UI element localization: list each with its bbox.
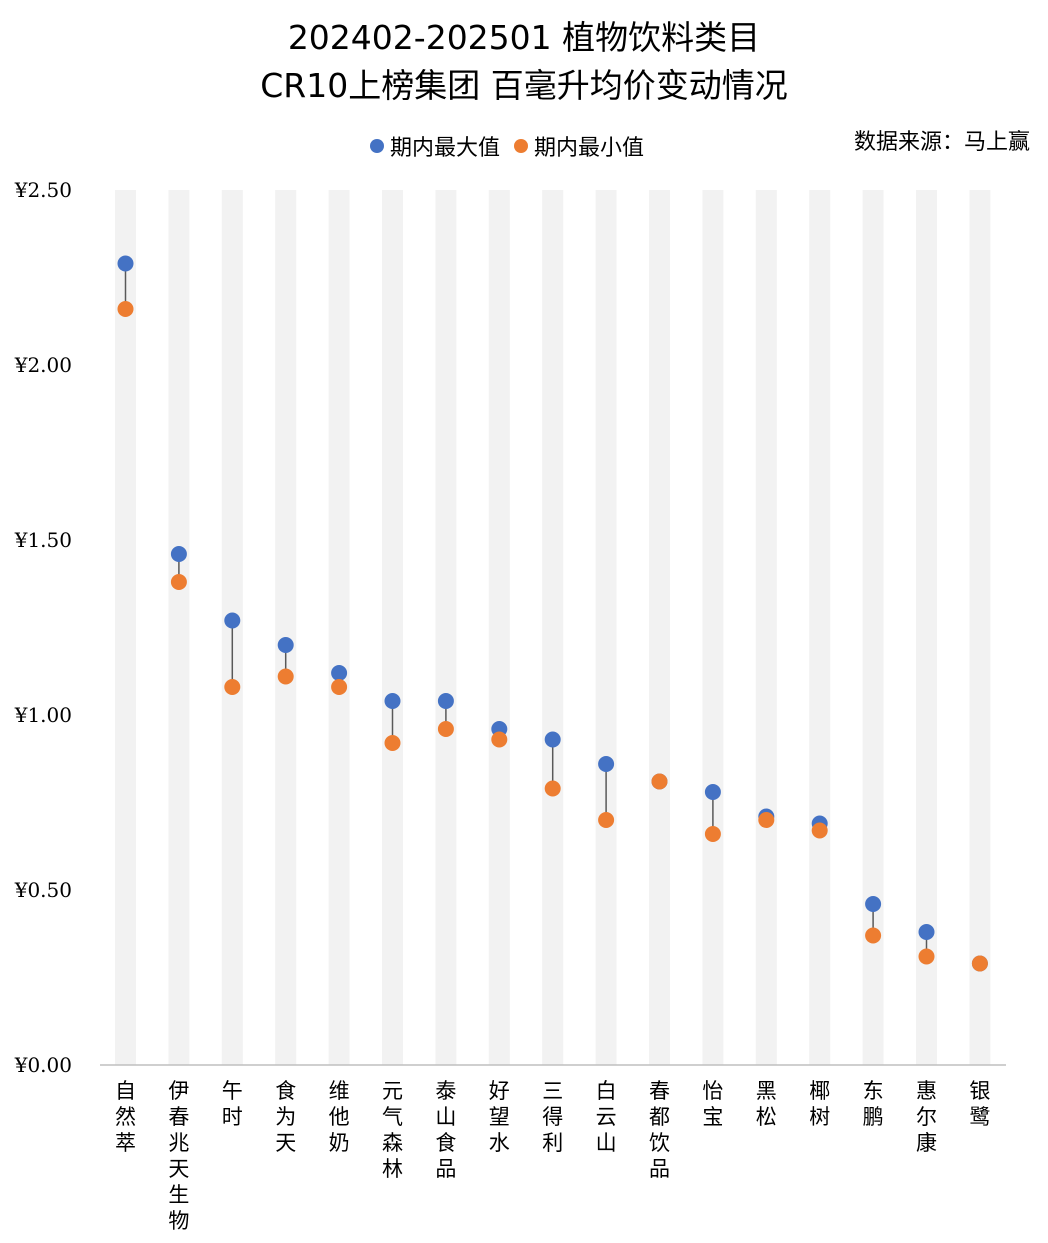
- legend-item-max: 期内最大值: [370, 130, 500, 162]
- category-label: 食为天: [275, 1079, 296, 1155]
- min-value-marker: [598, 812, 615, 828]
- category-label: 午时: [222, 1079, 243, 1129]
- max-value-marker: [224, 612, 241, 629]
- y-tick-label: ¥1.50: [14, 528, 72, 552]
- category-band: [702, 190, 724, 1065]
- category-label: 好望水: [489, 1079, 510, 1155]
- category-band: [969, 190, 991, 1065]
- min-value-marker: [704, 826, 721, 842]
- min-value-marker: [651, 773, 668, 790]
- max-value-marker: [544, 731, 561, 748]
- y-tick-label: ¥1.00: [14, 703, 72, 727]
- category-label: 银鹭: [969, 1079, 990, 1129]
- category-band: [862, 190, 884, 1065]
- min-value-marker: [331, 679, 348, 695]
- category-label: 三得利: [542, 1079, 563, 1155]
- min-value-marker: [437, 721, 454, 737]
- category-label: 椰树: [809, 1079, 830, 1129]
- category-band: [275, 190, 297, 1065]
- category-label: 怡宝: [702, 1079, 723, 1129]
- category-band: [382, 190, 403, 1065]
- chart-title-line1: 202402-202501 植物饮料类目: [287, 18, 761, 57]
- category-band: [115, 190, 136, 1065]
- legend-item-min: 期内最小值: [514, 130, 644, 162]
- category-label: 惠尔康: [916, 1079, 937, 1155]
- min-value-marker: [117, 301, 134, 317]
- max-value-marker: [704, 784, 721, 800]
- y-tick-label: ¥0.00: [14, 1053, 72, 1077]
- max-value-marker: [117, 255, 134, 272]
- category-band: [168, 190, 190, 1065]
- category-band: [755, 190, 777, 1065]
- category-label: 泰山食品: [435, 1079, 456, 1181]
- category-label: 白云山: [596, 1079, 617, 1155]
- category-label: 元气森林: [382, 1079, 403, 1181]
- category-band: [595, 190, 617, 1065]
- data-source: 数据来源：马上赢: [853, 130, 1030, 155]
- y-tick-label: ¥2.00: [14, 353, 72, 377]
- min-value-marker: [758, 812, 775, 828]
- category-band: [916, 190, 937, 1065]
- min-value-marker: [491, 731, 508, 748]
- max-value-marker: [331, 665, 348, 681]
- category-band: [488, 190, 510, 1065]
- legend: 期内最大值 期内最小值: [370, 130, 658, 162]
- max-value-marker: [865, 896, 882, 912]
- min-value-marker: [170, 574, 187, 590]
- category-label: 自然萃: [115, 1079, 136, 1155]
- category-label: 黑松: [756, 1079, 777, 1129]
- max-value-marker: [918, 924, 935, 940]
- category-label: 维他奶: [329, 1079, 350, 1155]
- max-value-marker: [598, 756, 615, 772]
- legend-label-min: 期内最小值: [534, 136, 645, 161]
- category-label: 春都饮品: [649, 1079, 670, 1181]
- y-tick-label: ¥2.50: [14, 178, 72, 202]
- category-band: [809, 190, 831, 1065]
- min-value-marker: [811, 822, 828, 839]
- min-value-marker: [384, 735, 401, 751]
- min-value-marker: [544, 780, 561, 797]
- chart-title-line2: CR10上榜集团 百毫升均价变动情况: [260, 66, 788, 105]
- min-value-marker: [971, 955, 988, 972]
- min-value-marker: [224, 679, 241, 695]
- category-band: [542, 190, 564, 1065]
- category-band: [649, 190, 670, 1065]
- legend-marker-min: [514, 139, 529, 153]
- max-value-marker: [170, 546, 187, 562]
- min-value-marker: [918, 948, 935, 965]
- min-value-marker: [865, 927, 882, 944]
- max-value-marker: [437, 693, 454, 709]
- max-value-marker: [277, 637, 294, 653]
- legend-marker-max: [370, 139, 384, 153]
- min-value-marker: [277, 668, 294, 685]
- category-label: 伊春兆天生物: [168, 1079, 189, 1233]
- y-tick-label: ¥0.50: [14, 878, 72, 902]
- legend-label-max: 期内最大值: [390, 136, 501, 161]
- category-band: [328, 190, 350, 1065]
- category-band: [435, 190, 457, 1065]
- max-value-marker: [384, 693, 401, 709]
- category-label: 东鹏: [863, 1079, 884, 1129]
